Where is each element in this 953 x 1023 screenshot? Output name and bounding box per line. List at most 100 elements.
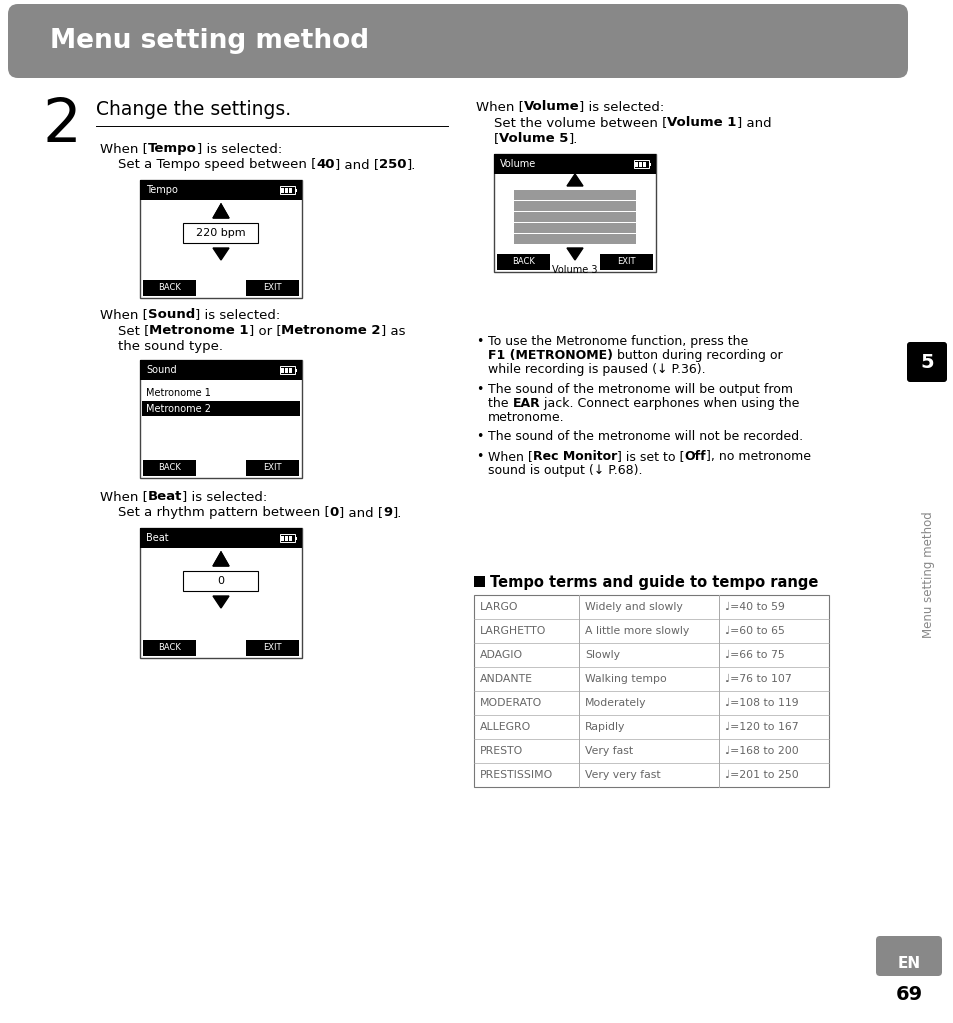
Text: EXIT: EXIT [263,463,281,473]
Text: Tempo: Tempo [148,142,196,155]
Text: EXIT: EXIT [263,643,281,653]
Polygon shape [566,248,582,260]
Text: [: [ [494,132,498,145]
Text: Moderately: Moderately [584,698,646,708]
Text: Volume: Volume [499,159,536,169]
Text: ♩=201 to 250: ♩=201 to 250 [724,770,798,780]
Bar [140,180,302,298]
Bar [474,595,828,787]
Text: ] and [: ] and [ [338,506,383,519]
Bar [285,187,288,192]
Text: 220 bpm: 220 bpm [196,228,246,238]
Text: 40: 40 [316,158,335,171]
Text: ].: ]. [568,132,578,145]
Text: When [: When [ [100,490,148,503]
Text: Tempo: Tempo [146,185,177,195]
Text: Metronome 2: Metronome 2 [281,324,380,337]
Text: The sound of the metronome will be output from: The sound of the metronome will be outpu… [488,383,792,396]
Text: Beat: Beat [148,490,182,503]
Text: ].: ]. [406,158,416,171]
Text: ADAGIO: ADAGIO [479,650,522,660]
Text: Set a rhythm pattern between [: Set a rhythm pattern between [ [118,506,330,519]
Text: 9: 9 [383,506,392,519]
FancyBboxPatch shape [906,342,946,382]
Bar [514,234,636,244]
Bar [143,280,196,296]
Bar [183,223,258,243]
Text: BACK: BACK [158,463,181,473]
Text: Change the settings.: Change the settings. [96,100,291,119]
Text: ] and [: ] and [ [335,158,378,171]
Text: ].: ]. [392,506,401,519]
Text: BACK: BACK [158,643,181,653]
Bar [514,201,636,211]
Bar [289,535,292,540]
Polygon shape [213,248,229,260]
Text: the sound type.: the sound type. [118,340,223,353]
Text: Volume 1: Volume 1 [667,116,736,129]
Text: ] is set to [: ] is set to [ [617,450,684,462]
Bar [494,154,656,174]
Text: Set a Tempo speed between [: Set a Tempo speed between [ [118,158,316,171]
Bar [280,186,294,194]
Text: Tempo terms and guide to tempo range: Tempo terms and guide to tempo range [490,575,818,590]
Text: The sound of the metronome will not be recorded.: The sound of the metronome will not be r… [488,431,802,443]
Text: EAR: EAR [512,397,539,409]
Text: Volume 3: Volume 3 [552,265,598,275]
Bar [514,212,636,222]
Text: ♩=76 to 107: ♩=76 to 107 [724,674,791,684]
Bar [642,162,645,167]
Text: the: the [488,397,512,409]
Bar [140,360,302,478]
Text: MODERATO: MODERATO [479,698,541,708]
Text: button during recording or: button during recording or [613,349,781,362]
Text: •: • [476,431,483,443]
Text: ♩=120 to 167: ♩=120 to 167 [724,722,798,732]
Bar [285,367,288,372]
Text: jack. Connect earphones when using the: jack. Connect earphones when using the [539,397,799,409]
Bar [143,640,196,656]
Text: •: • [476,450,483,462]
Text: ] as: ] as [380,324,405,337]
Bar [294,188,296,191]
Text: Walking tempo: Walking tempo [584,674,666,684]
Bar [648,163,650,166]
Polygon shape [213,596,229,608]
Text: Set the volume between [: Set the volume between [ [494,116,667,129]
Text: PRESTO: PRESTO [479,746,522,756]
Text: LARGHETTO: LARGHETTO [479,626,546,636]
Text: Metronome 2: Metronome 2 [146,403,211,413]
Bar [140,180,302,201]
Bar [634,160,648,168]
Text: EXIT: EXIT [263,283,281,293]
Bar [285,535,288,540]
Bar [143,460,196,476]
Text: BACK: BACK [158,283,181,293]
Text: To use the Metronome function, press the: To use the Metronome function, press the [488,335,747,348]
Bar [281,535,284,540]
Bar [474,576,484,587]
Text: Very fast: Very fast [584,746,633,756]
Text: Volume 5: Volume 5 [498,132,568,145]
Bar [281,187,284,192]
Text: ♩=60 to 65: ♩=60 to 65 [724,626,784,636]
Bar [140,360,302,380]
Bar [280,534,294,542]
Text: 69: 69 [895,985,922,1004]
Bar [281,367,284,372]
Text: ♩=168 to 200: ♩=168 to 200 [724,746,798,756]
Text: ] is selected:: ] is selected: [195,308,280,321]
Text: When [: When [ [100,308,148,321]
Text: Volume: Volume [523,100,578,113]
Text: ♩=40 to 59: ♩=40 to 59 [724,602,784,612]
Bar [294,536,296,539]
Text: Very very fast: Very very fast [584,770,659,780]
Text: Metronome 1: Metronome 1 [146,388,211,398]
Polygon shape [213,204,229,218]
Text: Sound: Sound [146,365,176,375]
Text: ] or [: ] or [ [249,324,281,337]
Bar [183,571,258,591]
Text: Set [: Set [ [118,324,150,337]
Text: Menu setting method: Menu setting method [922,512,935,638]
Text: while recording is paused (↓ P.36).: while recording is paused (↓ P.36). [488,363,705,376]
